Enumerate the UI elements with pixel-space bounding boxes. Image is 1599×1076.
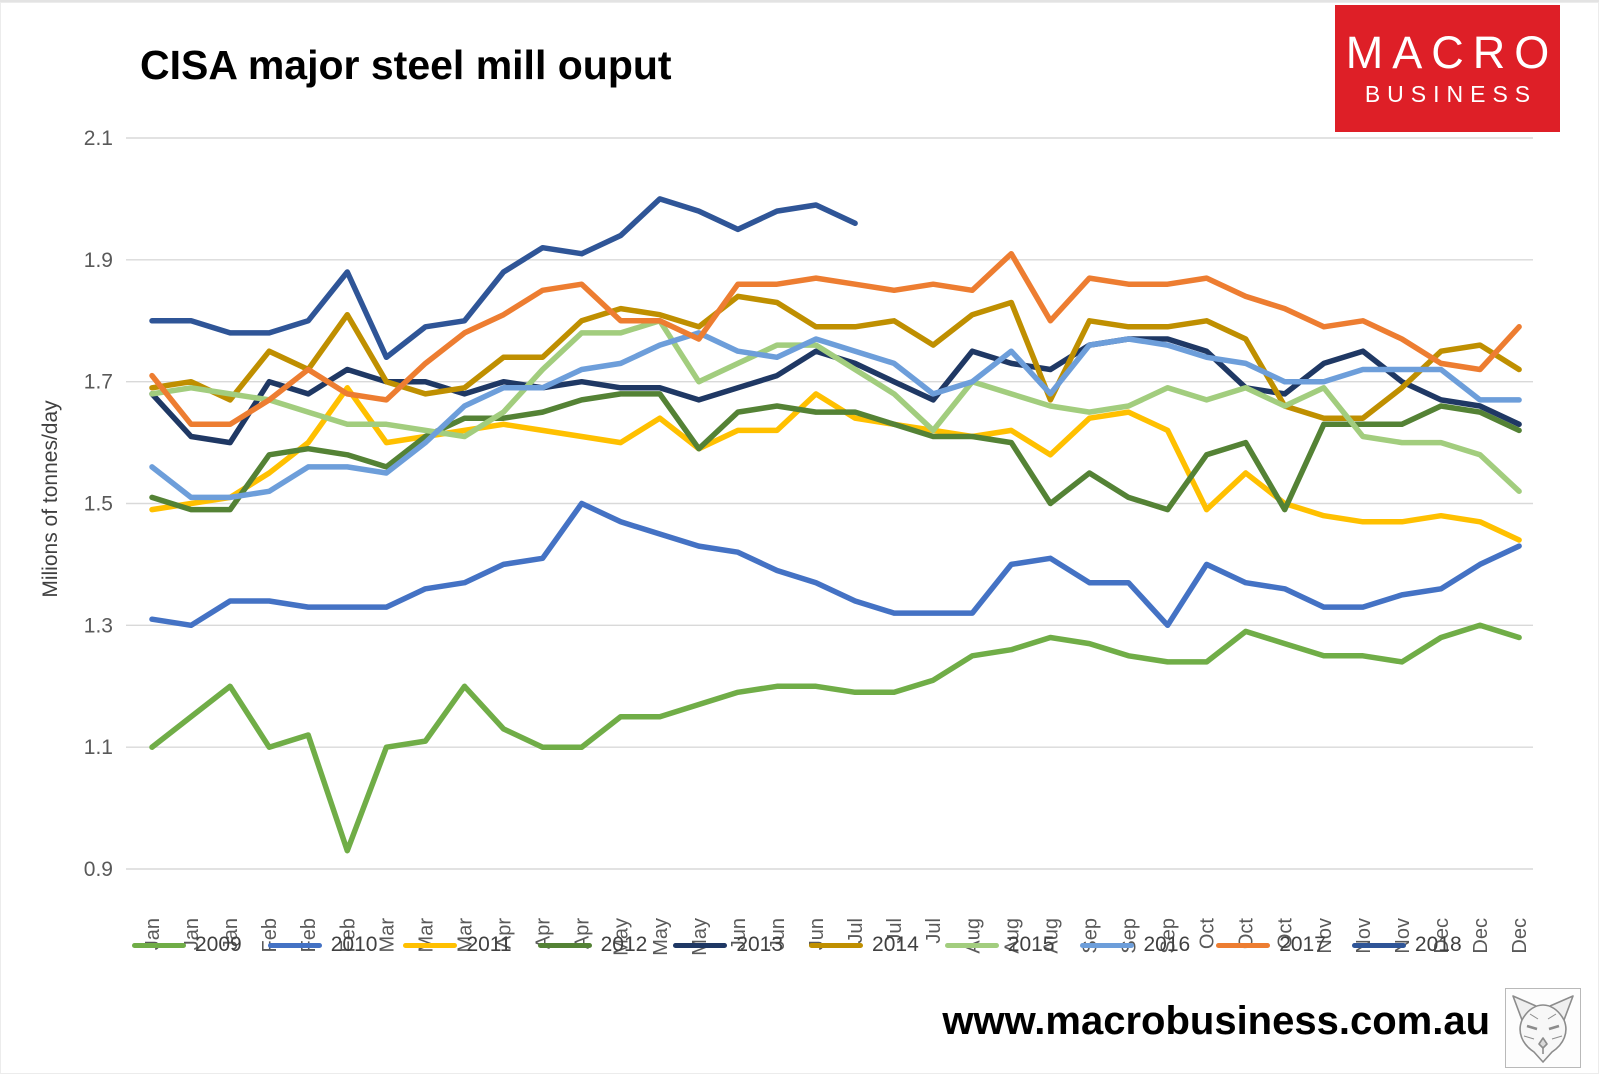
- legend-swatch-2012: [537, 942, 592, 948]
- x-tick-label: Mar: [376, 918, 398, 953]
- legend-swatch-2013: [673, 942, 728, 948]
- series-line-2014: [149, 293, 1522, 421]
- series-line-2012: [149, 391, 1522, 513]
- legend-item-2014: 2014: [809, 933, 919, 957]
- logo-text-macro: MACRO: [1345, 27, 1559, 79]
- website-text: www.macrobusiness.com.au: [942, 999, 1490, 1043]
- y-tick-label: 1.9: [84, 249, 113, 272]
- x-tick-label: Apr: [572, 918, 594, 949]
- series-line-2011: [149, 385, 1522, 543]
- x-tick-label: Jul: [845, 918, 867, 944]
- legend-label-2011: 2011: [466, 933, 512, 956]
- x-tick-label: Oct: [1197, 918, 1219, 950]
- x-tick-label: Nov: [1314, 918, 1336, 954]
- y-tick-label: 1.1: [84, 736, 113, 759]
- x-tick-label: Aug: [1040, 918, 1062, 954]
- chart-title: CISA major steel mill ouput: [140, 42, 672, 88]
- legend-label-2016: 2016: [1143, 933, 1191, 956]
- legend-label-2009: 2009: [195, 933, 242, 956]
- legend-swatch-2015: [944, 942, 999, 948]
- legend-item-2012: 2012: [537, 933, 648, 957]
- legend-label-2014: 2014: [872, 933, 919, 956]
- x-tick-label: Apr: [533, 918, 555, 949]
- x-tick-label: Jul: [884, 918, 906, 944]
- legend-swatch-2017: [1216, 942, 1271, 948]
- x-tick-label: Dec: [1470, 918, 1492, 954]
- legend-label-2012: 2012: [600, 933, 648, 956]
- x-tick-label: Dec: [1509, 918, 1531, 954]
- legend-label-2018: 2018: [1414, 933, 1462, 956]
- legend-item-2009: 2009: [132, 933, 242, 957]
- legend-swatch-2010: [267, 942, 322, 948]
- series-line-2015: [149, 318, 1522, 495]
- legend-item-2013: 2013: [673, 933, 783, 957]
- x-tick-label: Sep: [1158, 918, 1180, 954]
- x-tick-label: May: [611, 918, 633, 956]
- legend-label-2017: 2017: [1279, 933, 1326, 956]
- fox-sketch-icon: [1512, 995, 1574, 1063]
- x-tick-label: May: [650, 918, 672, 956]
- legend-swatch-2018: [1351, 942, 1406, 948]
- x-tick-label: Mar: [454, 918, 476, 953]
- y-axis-title: Milions of tonnes/day: [39, 400, 62, 598]
- legend-item-2018: 2018: [1351, 933, 1462, 957]
- legend-item-2016: 2016: [1080, 933, 1190, 957]
- x-tick-label: Jun: [806, 918, 828, 950]
- y-tick-label: 2.1: [84, 127, 113, 150]
- legend-item-2011: 2011: [403, 933, 512, 957]
- legend-item-2017: 2017: [1216, 933, 1326, 957]
- x-tick-label: Jun: [767, 918, 789, 950]
- fox-logo: [1505, 988, 1581, 1068]
- x-tick-label: Jan: [181, 918, 203, 950]
- y-tick-label: 1.5: [84, 493, 113, 516]
- x-tick-label: Aug: [1001, 918, 1023, 954]
- series-line-2016: [149, 330, 1522, 501]
- legend-item-2010: 2010: [267, 933, 378, 957]
- y-tick-label: 1.7: [84, 371, 113, 394]
- x-tick-label: Jan: [142, 918, 164, 950]
- legend-swatch-2014: [809, 942, 864, 948]
- series-line-2018: [149, 196, 858, 361]
- x-tick-label: Feb: [337, 918, 359, 952]
- series-line-2009: [149, 622, 1522, 854]
- legend-label-2015: 2015: [1007, 933, 1055, 956]
- series-line-2010: [149, 500, 1522, 629]
- legend-label-2010: 2010: [330, 933, 378, 956]
- legend-swatch-2016: [1080, 942, 1135, 948]
- legend-item-2015: 2015: [944, 933, 1055, 957]
- x-tick-label: Jun: [728, 918, 750, 950]
- legend-label-2013: 2013: [736, 933, 784, 956]
- x-tick-label: Dec: [1431, 918, 1453, 954]
- logo-text-business: BUSINESS: [1364, 80, 1538, 107]
- y-tick-label: 1.3: [84, 614, 113, 637]
- legend-swatch-2011: [403, 942, 458, 948]
- x-tick-label: Oct: [1236, 918, 1258, 950]
- legend: 2009 2010 2011 2012 2013 2014 2015 2016 2017 2018: [132, 933, 1462, 957]
- x-tick-label: Apr: [494, 918, 516, 949]
- legend-swatch-2009: [132, 942, 186, 948]
- x-tick-label: Jan: [220, 918, 242, 950]
- x-tick-label: Oct: [1275, 918, 1297, 950]
- x-tick-label: Jul: [923, 918, 945, 944]
- macrobusiness-logo: MACRO BUSINESS: [1335, 5, 1560, 132]
- y-tick-label: 0.9: [84, 858, 113, 881]
- series-line-2017: [149, 250, 1522, 428]
